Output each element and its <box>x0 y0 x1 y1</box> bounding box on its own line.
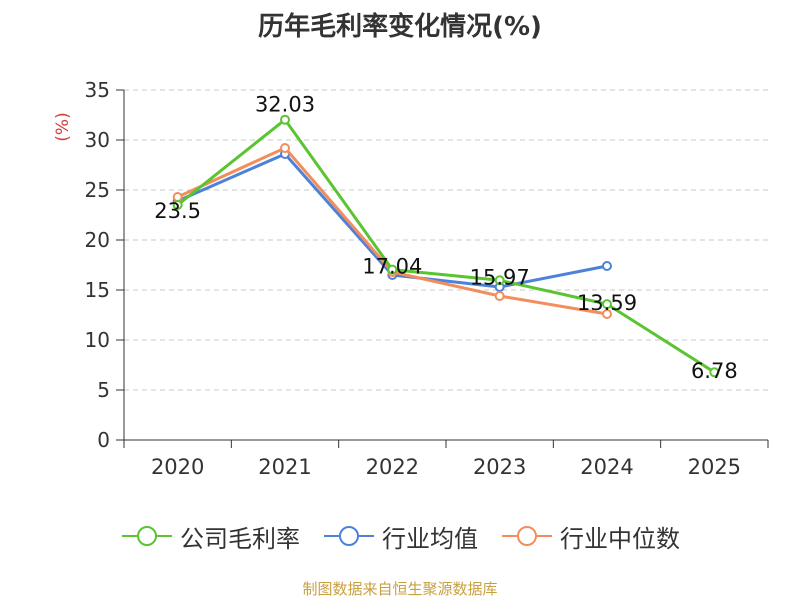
data-point <box>709 367 720 378</box>
y-tick-label: 20 <box>85 228 110 252</box>
data-point <box>602 309 612 319</box>
y-tick-label: 25 <box>85 178 110 202</box>
data-labels-layer: 23.5 32.03 17.04 15.97 13.59 6.78 <box>154 93 737 384</box>
x-tick-label: 2023 <box>473 455 526 479</box>
y-axis-label: (%) <box>53 112 73 141</box>
data-label: 17.04 <box>362 255 422 279</box>
series-line <box>176 118 716 374</box>
x-tick-label: 2021 <box>258 455 311 479</box>
x-tick-label: 2024 <box>580 455 633 479</box>
legend-label-industry-median: 行业中位数 <box>560 524 680 553</box>
legend-marker-industry-median <box>502 526 552 546</box>
y-tick-label: 10 <box>85 328 110 352</box>
data-point <box>387 264 398 275</box>
legend-marker-industry-avg <box>324 526 374 546</box>
data-point <box>172 200 183 210</box>
x-tick-label: 2022 <box>366 455 419 479</box>
source-note: 制图数据来自恒生聚源数据库 <box>302 580 498 598</box>
y-tick-label: 5 <box>97 378 110 402</box>
chart-title: 历年毛利率变化情况(%) <box>258 12 542 42</box>
data-label: 6.78 <box>691 359 738 383</box>
data-point <box>494 291 505 301</box>
data-point <box>494 275 505 286</box>
y-tick-label: 35 <box>85 78 110 102</box>
data-label: 15.97 <box>470 265 530 289</box>
legend-marker-company <box>122 526 172 546</box>
data-label: 32.03 <box>255 93 315 117</box>
y-tick-label: 30 <box>85 128 110 152</box>
legend-item-company[interactable]: 公司毛利率 <box>122 520 300 553</box>
series-layer <box>172 114 720 378</box>
data-point <box>602 261 612 271</box>
legend-label-company: 公司毛利率 <box>180 524 300 553</box>
y-tick-label: 0 <box>97 428 110 452</box>
x-tick-label: 2020 <box>151 455 204 479</box>
legend-item-industry-avg[interactable]: 行业均值 <box>324 520 478 553</box>
x-tick-label: 2025 <box>688 455 741 479</box>
legend-item-industry-median[interactable]: 行业中位数 <box>502 520 680 553</box>
data-point <box>602 299 612 310</box>
legend-label-industry-avg: 行业均值 <box>382 524 478 553</box>
data-point <box>280 114 290 125</box>
data-label: 23.5 <box>154 199 201 223</box>
data-label: 13.59 <box>577 291 637 315</box>
y-tick-label: 15 <box>85 278 110 302</box>
data-point <box>280 143 290 153</box>
